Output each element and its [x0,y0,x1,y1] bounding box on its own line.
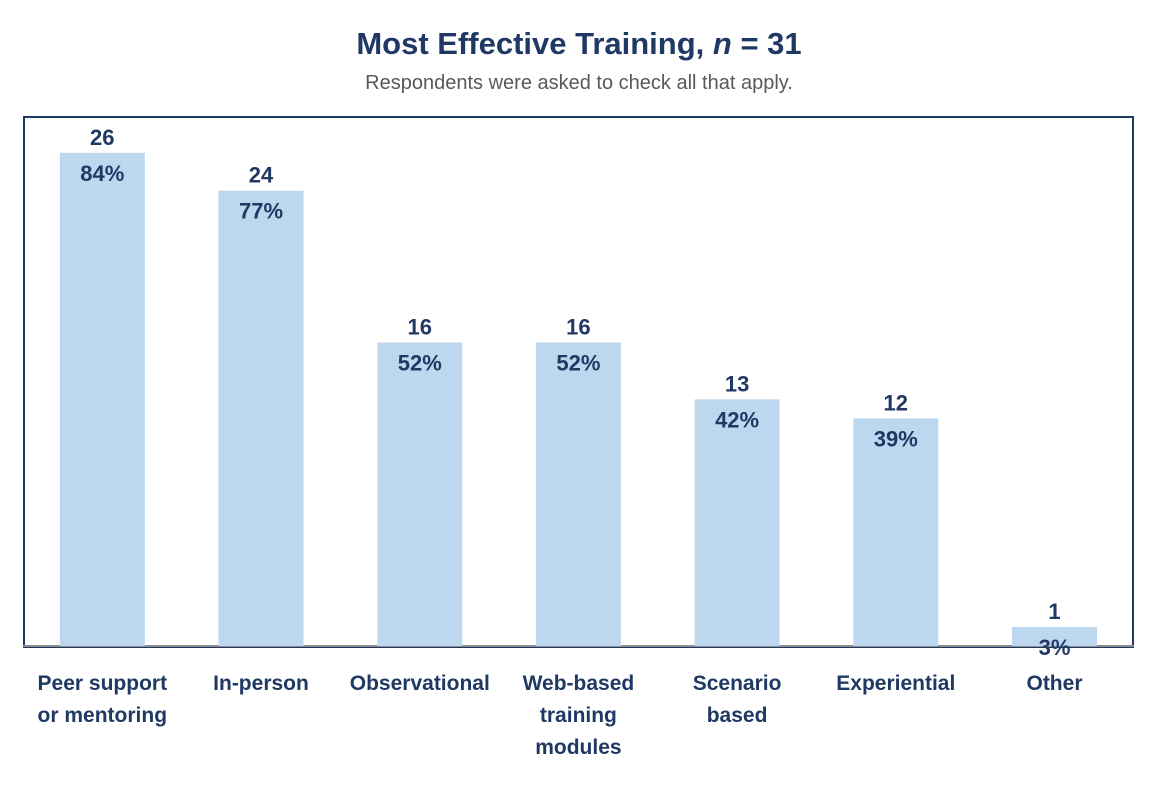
data-label-percent-5: 39% [874,426,918,451]
data-label-percent-1: 77% [239,199,283,224]
category-label-0-line-1: or mentoring [38,704,168,727]
bar-6 [1012,627,1097,646]
chart-title-main: Most Effective Training, [356,26,705,61]
data-label-count-1: 24 [249,163,274,188]
category-label-4-line-0: Scenario [693,672,782,695]
chart-title: Most Effective Training, n = 31 [0,26,1158,62]
category-label-3-line-0: Web-based [523,672,635,695]
data-label-count-3: 16 [566,315,590,340]
bar-0 [59,152,145,647]
bar-4 [694,399,780,646]
data-label-count-4: 13 [725,371,749,396]
data-label-count-2: 16 [408,315,432,340]
category-label-3-line-1: training [540,704,617,727]
bar-2 [377,342,463,646]
category-labels-group: Peer support or mentoring In-person Observa… [38,672,1083,759]
bars-group [59,152,1097,647]
chart-title-n-value: = 31 [740,26,802,61]
category-label-5-line-0: Experiential [836,672,955,695]
data-label-percent-4: 42% [715,407,759,432]
data-label-percent-0: 84% [80,161,124,186]
bar-1 [218,190,304,646]
category-label-0-line-0: Peer support [38,672,168,695]
category-label-6-line-0: Other [1026,672,1082,695]
category-label-2-line-0: Observational [350,672,490,695]
data-label-count-0: 26 [90,125,114,150]
data-label-count-6: 1 [1048,599,1060,624]
category-label-4-line-1: based [707,704,768,727]
bar-3 [535,342,621,646]
data-labels-group: 26 84% 24 77% 16 52% 16 52% 13 42% 12 39% 1 3% [80,125,1070,660]
bar-5 [853,418,939,646]
chart-subtitle: Respondents were asked to check all that… [365,72,793,94]
category-label-3-line-2: modules [535,736,621,759]
data-label-percent-2: 52% [398,351,442,376]
data-label-count-5: 12 [884,390,908,415]
data-label-percent-6: 3% [1039,635,1071,660]
chart-title-n-symbol: n [712,26,732,61]
category-label-1-line-0: In-person [213,672,309,695]
data-label-percent-3: 52% [556,351,600,376]
